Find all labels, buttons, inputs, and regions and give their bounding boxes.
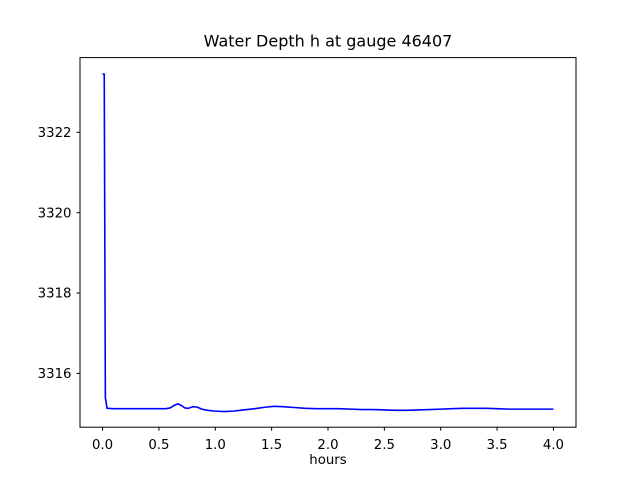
x-tick-label: 3.5 xyxy=(487,438,508,453)
y-tick-label: 3320 xyxy=(38,206,72,221)
plot-area-frame xyxy=(79,57,577,428)
axis-ticks xyxy=(76,131,554,431)
x-tick-label: 0.5 xyxy=(148,438,169,453)
y-tick-label: 3322 xyxy=(38,126,72,141)
x-tick-label: 2.0 xyxy=(317,438,338,453)
y-tick-label: 3318 xyxy=(38,287,72,302)
x-tick-label: 0.0 xyxy=(92,438,113,453)
x-tick-label: 2.5 xyxy=(374,438,395,453)
x-tick-label: 1.0 xyxy=(205,438,226,453)
water-depth-line-series xyxy=(102,73,554,413)
x-tick-label: 4.0 xyxy=(543,438,564,453)
y-tick-label: 3316 xyxy=(38,367,72,382)
x-tick-label: 1.5 xyxy=(261,438,282,453)
axis-tick-labels: 0.0 0.5 1.0 1.5 2.0 2.5 3.0 3.5 4.0 3316 3318 3320 3… xyxy=(38,126,564,453)
x-axis-label: hours xyxy=(309,453,346,468)
chart-title: Water Depth h at gauge 46407 xyxy=(204,32,453,51)
x-tick-label: 3.0 xyxy=(430,438,451,453)
